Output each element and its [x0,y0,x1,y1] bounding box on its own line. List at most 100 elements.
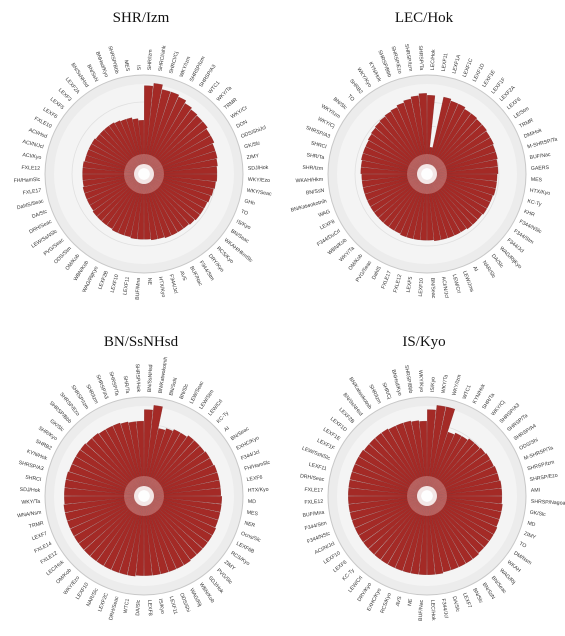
radial-bar [132,118,144,169]
radial-bar [431,176,487,215]
radial-bar [380,500,425,565]
radial-bar [149,158,218,174]
radial-bar [145,91,180,169]
radial-bar [149,480,221,496]
radial-bar [430,119,482,171]
category-label: BN/Slc [179,383,190,400]
category-label: NAR/Slc [481,260,497,280]
category-label: SHR/Izm [302,165,323,172]
radial-bar [148,451,210,494]
radial-bar [149,135,215,172]
radial-chart: SHR/Izm SHRCI/ahk SHRCI/CjWKY/IzmSHRSP/Izm… [14,45,273,300]
category-label: WKAH/Hkm [295,177,323,184]
radial-bar [374,433,424,492]
radial-bar [146,96,187,169]
category-label: LE/Stm [513,106,531,120]
radial-bar [429,432,462,491]
category-label: BN/Katwokotnih [158,356,170,394]
radial-bar [143,179,151,240]
radial-bar [149,150,218,173]
radial-bar [428,501,451,573]
category-label: LEXF11 [122,276,131,295]
category-label: BN/Seac [429,278,436,299]
category-label: MES [246,510,259,518]
radial-bar [109,122,142,170]
radial-bar [428,96,452,169]
chart-title: LEC/Hok [394,10,454,26]
radial-bar [84,499,141,556]
radial-bar [432,473,500,495]
category-label: SHRSP/Bbb [403,365,413,394]
radial-bar [358,449,423,494]
category-label: MD [527,520,537,528]
category-label: LEXF10 [110,274,121,294]
category-label: TO [346,94,355,103]
category-label: BUF/Mna [135,278,142,300]
category-label: MES [531,177,543,184]
radial-bar [426,409,436,491]
radial-bar [430,443,480,493]
category-label: NAR/Slc [86,587,100,608]
radial-bar [91,138,140,172]
category-label: WNA/Nsm [17,510,42,520]
category-label: AMI [531,487,541,493]
category-label: BNHsd/Kyo [390,369,403,397]
radial-bar [64,495,139,505]
radial-bar [429,500,473,564]
radial-bar [432,497,502,520]
radial-bar [145,501,177,572]
category-label: ACI/Kyo [22,152,42,161]
category-label: FH/HamSlc [14,177,41,184]
category-label: BUF/Nac [188,265,203,287]
radial-bar [96,177,141,222]
category-label: SHRCI [310,140,327,150]
radial-bar [429,179,461,236]
radial-bar [355,456,422,494]
category-label: DA/Slc [31,209,48,220]
radial-bar [427,501,444,575]
radial-bar [432,137,494,172]
category-label: WAG [318,209,332,219]
radial-bar [149,472,220,495]
radial-bar [90,500,141,562]
radial-bar [411,420,427,491]
category-label: MD [248,499,257,505]
category-label: BN/Slc [471,587,484,604]
category-label: SHRCI/Cj [168,51,180,74]
radial-bar [432,480,502,496]
category-label: WKY/Izm [179,56,192,78]
center-halo [407,154,447,194]
category-label: SHRSP/Ezo [529,473,558,483]
panel-bn-ssnhsd: BN/SsNHsd BN/SsNHsd BN/Katwokotnih BN/SsN B… [0,318,282,636]
radial-bar [364,443,423,493]
category-label: NE [146,278,152,286]
category-label: FXLE12 [21,165,40,172]
radial-bar [95,134,140,171]
radial-bar [369,438,424,493]
category-label: LEXF6 [332,559,348,574]
radial-bar [368,499,424,555]
radial-bar [348,487,422,497]
center-halo [124,476,164,516]
category-label: F344/Stm [304,520,327,532]
category-label: TRMR [28,520,44,530]
radial-bar [78,499,140,550]
panel-shr-izm: SHR/Izm SHR/Izm SHRCI/ahk SHRCI/Cj WKY/Izm S… [0,0,282,318]
center-glow [134,486,154,506]
category-label: GAERS [531,165,550,172]
grid-circle [95,125,193,223]
radial-bar [348,479,422,496]
radial-bar [432,144,496,173]
category-label: TO [240,209,249,217]
radial-bar [127,501,144,577]
category-label: FXLE10 [33,116,53,130]
radial-bar [432,151,498,173]
radial-bar [70,498,139,537]
radial-bar [147,440,200,493]
category-label: DM/Hok [523,127,543,139]
radial-bar [75,449,140,494]
radial-bar [430,177,478,225]
radial-bar [430,178,473,230]
category-label: LEXF10 [75,582,90,601]
category-label: DA/Slc [490,253,505,269]
